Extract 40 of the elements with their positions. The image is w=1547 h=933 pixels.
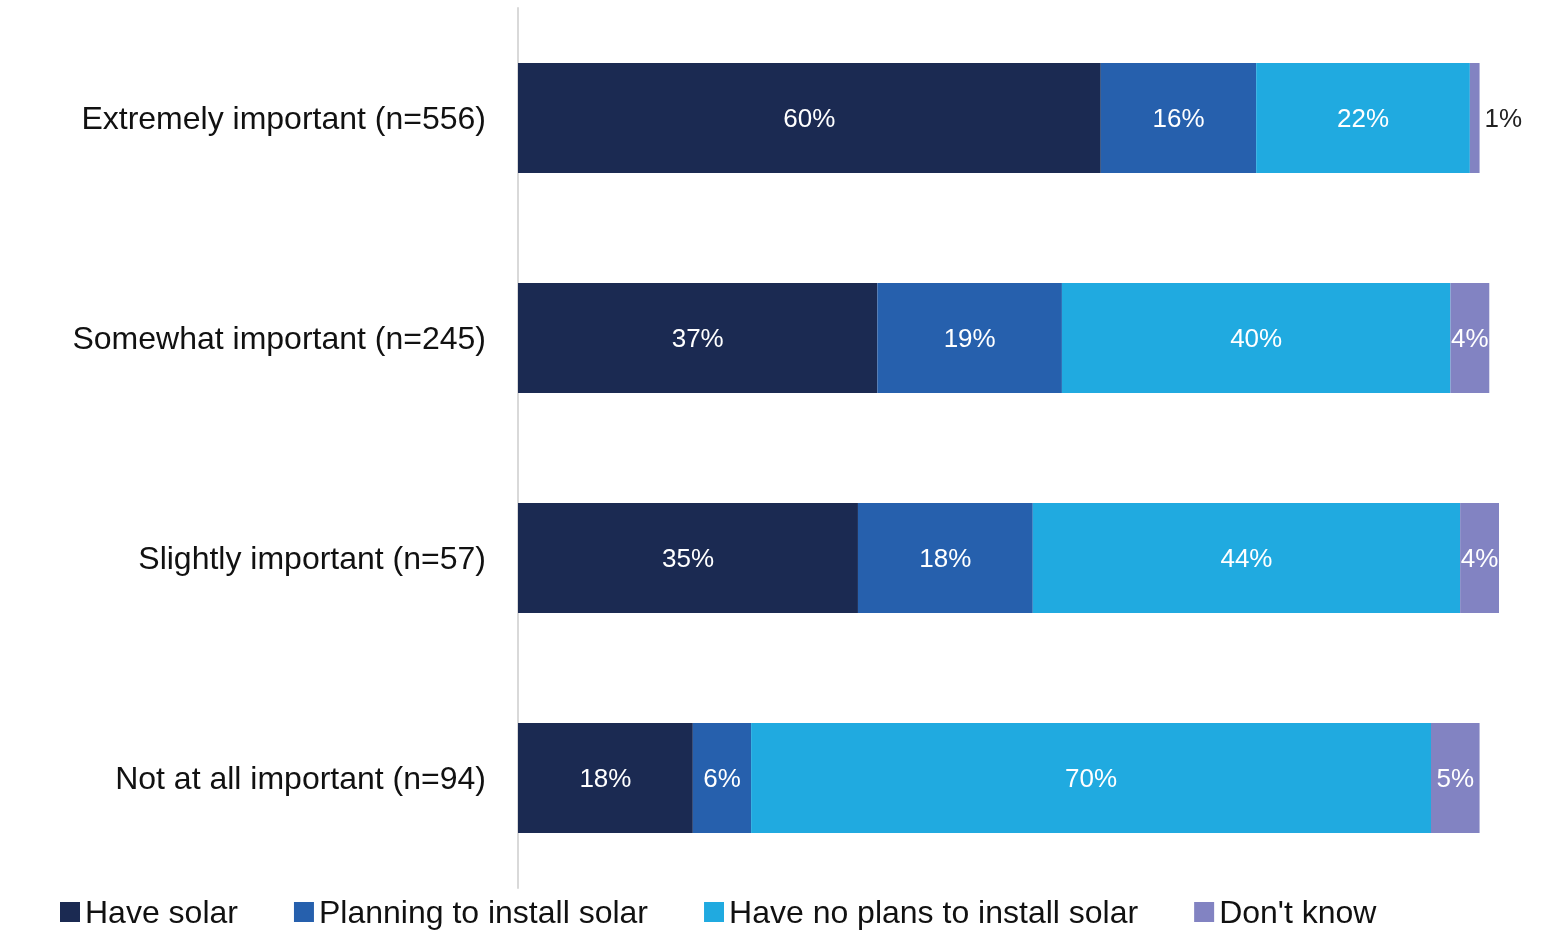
bar xyxy=(1032,503,1461,613)
data-label: 18% xyxy=(919,543,972,573)
bar xyxy=(1431,723,1480,833)
y-tick-label: Slightly important (n=57) xyxy=(138,540,486,576)
bar xyxy=(1100,63,1257,173)
data-label: 4% xyxy=(1451,323,1489,353)
data-label: 22% xyxy=(1337,103,1390,133)
data-label: 6% xyxy=(703,763,741,793)
data-label: 5% xyxy=(1436,763,1475,793)
bar xyxy=(1256,63,1470,173)
data-label: 60% xyxy=(783,103,836,133)
bar xyxy=(518,723,693,833)
bar xyxy=(751,723,1432,833)
data-label: 18% xyxy=(579,763,632,793)
legend-label: Have no plans to install solar xyxy=(729,894,1139,930)
data-label: 35% xyxy=(661,543,714,573)
bar xyxy=(518,283,878,393)
bar xyxy=(1460,503,1499,613)
bar xyxy=(518,503,858,613)
data-label: 37% xyxy=(671,323,724,353)
y-tick-label: Not at all important (n=94) xyxy=(115,760,486,796)
data-label: 16% xyxy=(1152,103,1205,133)
bar xyxy=(1469,63,1480,173)
data-label: 1% xyxy=(1484,103,1523,133)
legend-label: Planning to install solar xyxy=(318,894,649,930)
legend-label: Don't know xyxy=(1219,894,1378,930)
data-label: 70% xyxy=(1065,763,1118,793)
bar xyxy=(692,723,752,833)
data-label: 44% xyxy=(1220,543,1273,573)
bar xyxy=(518,63,1101,173)
bar xyxy=(857,503,1033,613)
bar xyxy=(877,283,1062,393)
legend-label: Have solar xyxy=(85,894,239,930)
bar xyxy=(1061,283,1451,393)
data-label: 19% xyxy=(943,323,996,353)
data-label: 4% xyxy=(1460,543,1499,573)
bar xyxy=(1450,283,1490,393)
y-tick-label: Somewhat important (n=245) xyxy=(72,320,486,356)
data-label: 40% xyxy=(1230,323,1283,353)
y-tick-label: Extremely important (n=556) xyxy=(81,100,486,136)
